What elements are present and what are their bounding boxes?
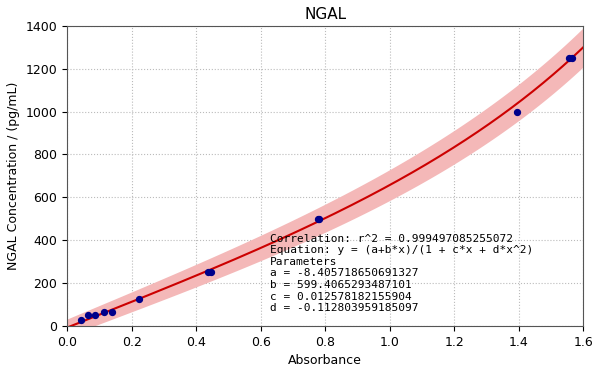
Point bbox=[76, 318, 86, 324]
Y-axis label: NGAL Concentration / (pg/mL): NGAL Concentration / (pg/mL) bbox=[7, 82, 20, 270]
Point bbox=[203, 269, 213, 275]
Point bbox=[99, 309, 109, 315]
Point bbox=[83, 312, 93, 318]
Point bbox=[512, 108, 521, 114]
X-axis label: Absorbance: Absorbance bbox=[288, 354, 362, 367]
Point bbox=[134, 296, 143, 302]
Text: Correlation: r^2 = 0.999497085255072
Equation: y = (a+b*x)/(1 + c*x + d*x^2)
Par: Correlation: r^2 = 0.999497085255072 Equ… bbox=[271, 234, 533, 313]
Title: NGAL: NGAL bbox=[304, 7, 346, 22]
Point bbox=[314, 216, 323, 222]
Point bbox=[568, 55, 577, 61]
Point bbox=[107, 309, 116, 315]
Point bbox=[564, 55, 574, 61]
Point bbox=[90, 312, 100, 318]
Point bbox=[314, 216, 324, 222]
Point bbox=[206, 269, 215, 275]
